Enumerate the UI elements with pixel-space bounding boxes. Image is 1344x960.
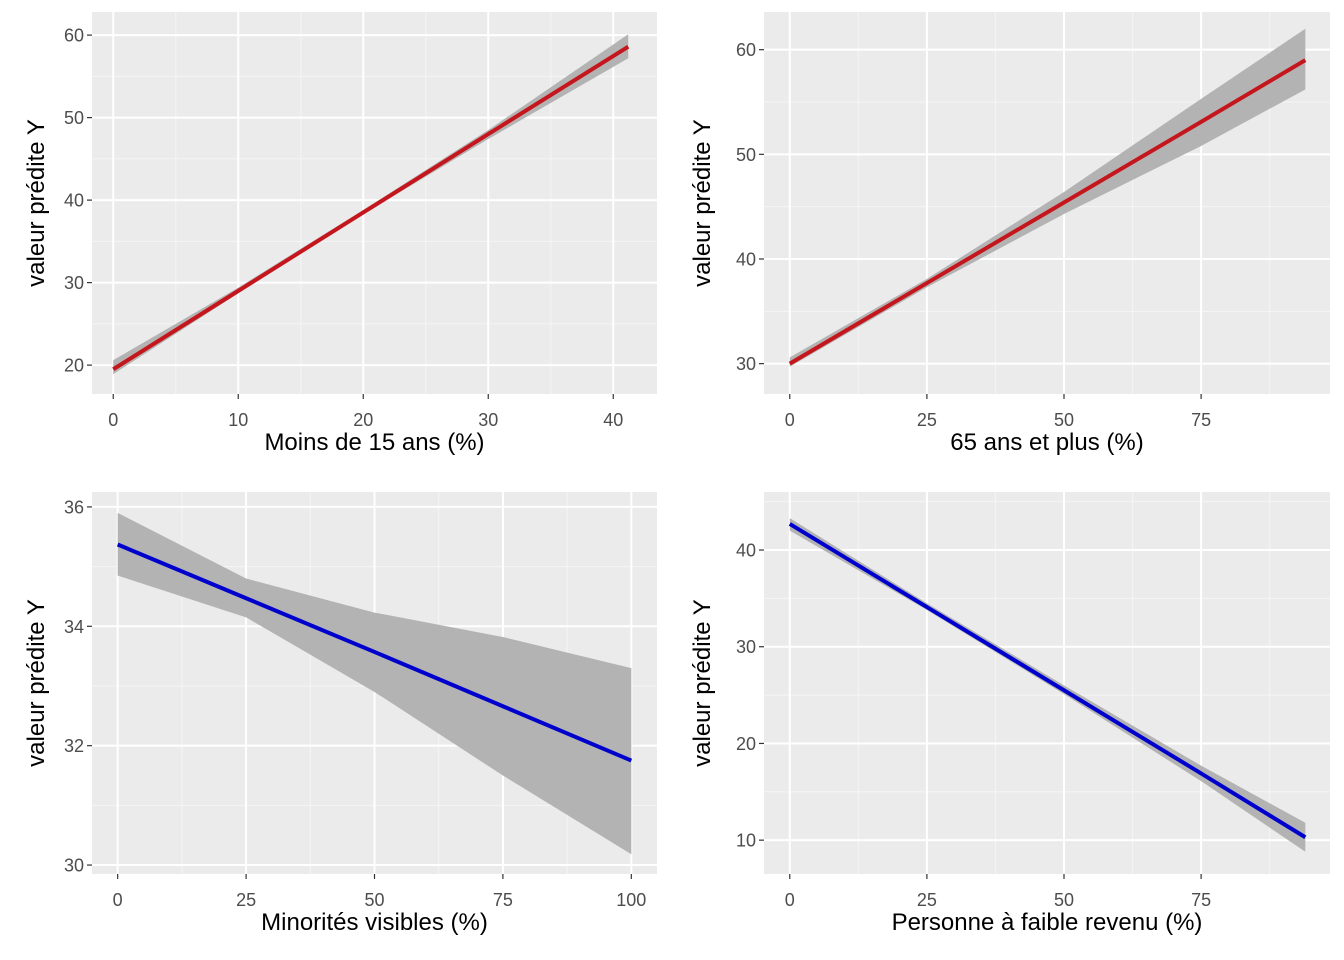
x-tick-label: 0 xyxy=(108,410,118,430)
x-tick-label: 50 xyxy=(1054,410,1074,430)
x-axis-title: Minorités visibles (%) xyxy=(261,909,488,936)
y-tick-label: 30 xyxy=(736,354,756,374)
x-tick-label: 25 xyxy=(917,410,937,430)
y-tick-label: 20 xyxy=(64,356,84,376)
x-axis-title: 65 ans et plus (%) xyxy=(950,429,1143,456)
x-tick-label: 0 xyxy=(785,890,795,910)
chart-panel-3: 0 25 50 75 100 30 32 34 36 Minorités visibles (%)… xyxy=(23,492,657,936)
y-tick-label: 40 xyxy=(736,541,756,561)
x-tick-label: 75 xyxy=(1191,410,1211,430)
y-axis-title: valeur prédite Y xyxy=(23,599,50,767)
y-axis-title: valeur prédite Y xyxy=(23,119,50,287)
y-tick-label: 60 xyxy=(64,26,84,46)
fitted-line xyxy=(788,58,1307,366)
x-tick-label: 75 xyxy=(493,890,513,910)
fitted-line xyxy=(116,542,633,763)
y-axis-title: valeur prédite Y xyxy=(689,119,716,287)
x-axis-title: Moins de 15 ans (%) xyxy=(264,429,484,456)
y-tick-label: 10 xyxy=(736,831,756,851)
x-tick-label: 25 xyxy=(236,890,256,910)
fitted-line xyxy=(112,44,630,371)
chart-panel-2: 0 25 50 75 30 40 50 60 65 ans et plus (%) valeur … xyxy=(689,12,1330,456)
y-tick-label: 40 xyxy=(736,249,756,269)
y-tick-label: 34 xyxy=(64,617,84,637)
y-tick-label: 40 xyxy=(64,191,84,211)
y-tick-label: 30 xyxy=(736,637,756,657)
chart-panel-4: 0 25 50 75 10 20 30 40 Personne à faible revenu … xyxy=(689,492,1330,936)
y-axis-title: valeur prédite Y xyxy=(689,599,716,767)
x-tick-label: 50 xyxy=(364,890,384,910)
y-tick-label: 30 xyxy=(64,273,84,293)
x-tick-label: 10 xyxy=(228,410,248,430)
y-tick-label: 30 xyxy=(64,856,84,876)
y-tick-label: 60 xyxy=(736,40,756,60)
x-tick-label: 40 xyxy=(603,410,623,430)
x-tick-label: 100 xyxy=(616,890,646,910)
x-tick-label: 20 xyxy=(353,410,373,430)
x-tick-label: 0 xyxy=(785,410,795,430)
y-tick-label: 32 xyxy=(64,736,84,756)
x-tick-label: 0 xyxy=(113,890,123,910)
y-tick-label: 50 xyxy=(736,145,756,165)
y-tick-label: 50 xyxy=(64,108,84,128)
x-tick-label: 50 xyxy=(1054,890,1074,910)
x-axis-title: Personne à faible revenu (%) xyxy=(892,909,1203,936)
x-tick-label: 75 xyxy=(1191,890,1211,910)
y-tick-label: 20 xyxy=(736,734,756,754)
y-tick-label: 36 xyxy=(64,497,84,517)
chart-panel-1: 0 10 20 30 40 20 30 40 50 60 Moins de 15 ans (%) va… xyxy=(23,12,657,456)
x-tick-label: 25 xyxy=(917,890,937,910)
fitted-line xyxy=(788,522,1307,839)
x-tick-label: 30 xyxy=(478,410,498,430)
